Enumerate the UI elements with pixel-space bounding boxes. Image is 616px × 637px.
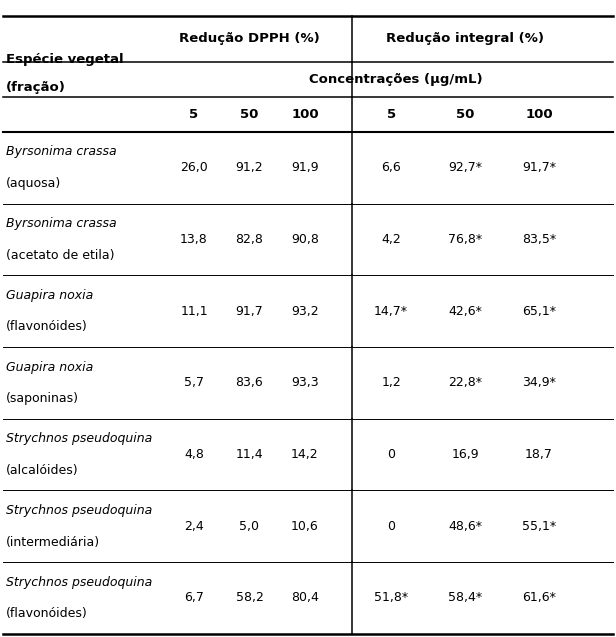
Text: 16,9: 16,9 — [452, 448, 479, 461]
Text: 76,8*: 76,8* — [448, 233, 482, 246]
Text: 6,7: 6,7 — [184, 592, 204, 605]
Text: 5,7: 5,7 — [184, 376, 204, 389]
Text: 82,8: 82,8 — [235, 233, 264, 246]
Text: 91,7: 91,7 — [235, 304, 264, 318]
Text: 91,9: 91,9 — [291, 161, 318, 174]
Text: 50: 50 — [456, 108, 474, 121]
Text: 42,6*: 42,6* — [448, 304, 482, 318]
Text: Espécie vegetal: Espécie vegetal — [6, 54, 124, 66]
Text: 91,7*: 91,7* — [522, 161, 556, 174]
Text: (saponinas): (saponinas) — [6, 392, 79, 405]
Text: Redução DPPH (%): Redução DPPH (%) — [179, 32, 320, 45]
Text: 5: 5 — [190, 108, 198, 121]
Text: 0: 0 — [387, 520, 395, 533]
Text: 0: 0 — [387, 448, 395, 461]
Text: Byrsonima crassa: Byrsonima crassa — [6, 217, 117, 230]
Text: 14,2: 14,2 — [291, 448, 318, 461]
Text: 51,8*: 51,8* — [374, 592, 408, 605]
Text: 92,7*: 92,7* — [448, 161, 482, 174]
Text: 11,1: 11,1 — [180, 304, 208, 318]
Text: Strychnos pseudoquina: Strychnos pseudoquina — [6, 504, 152, 517]
Text: (intermediária): (intermediária) — [6, 536, 100, 548]
Text: 48,6*: 48,6* — [448, 520, 482, 533]
Text: Byrsonima crassa: Byrsonima crassa — [6, 145, 117, 159]
Text: 93,3: 93,3 — [291, 376, 318, 389]
Text: Strychnos pseudoquina: Strychnos pseudoquina — [6, 433, 152, 445]
Text: 26,0: 26,0 — [180, 161, 208, 174]
Text: 1,2: 1,2 — [381, 376, 401, 389]
Text: 18,7: 18,7 — [525, 448, 553, 461]
Text: (flavonóides): (flavonóides) — [6, 607, 88, 620]
Text: 22,8*: 22,8* — [448, 376, 482, 389]
Text: 80,4: 80,4 — [291, 592, 319, 605]
Text: 5: 5 — [387, 108, 395, 121]
Text: (alcalóides): (alcalóides) — [6, 464, 79, 477]
Text: 90,8: 90,8 — [291, 233, 319, 246]
Text: 65,1*: 65,1* — [522, 304, 556, 318]
Text: 6,6: 6,6 — [381, 161, 401, 174]
Text: 55,1*: 55,1* — [522, 520, 556, 533]
Text: 14,7*: 14,7* — [374, 304, 408, 318]
Text: 4,2: 4,2 — [381, 233, 401, 246]
Text: (aquosa): (aquosa) — [6, 177, 62, 190]
Text: 58,2: 58,2 — [235, 592, 264, 605]
Text: 100: 100 — [525, 108, 553, 121]
Text: (acetato de etila): (acetato de etila) — [6, 248, 115, 262]
Text: 100: 100 — [291, 108, 318, 121]
Text: 5,0: 5,0 — [240, 520, 259, 533]
Text: Guapira noxia: Guapira noxia — [6, 361, 94, 373]
Text: 50: 50 — [240, 108, 259, 121]
Text: 34,9*: 34,9* — [522, 376, 556, 389]
Text: 11,4: 11,4 — [236, 448, 263, 461]
Text: 93,2: 93,2 — [291, 304, 318, 318]
Text: 2,4: 2,4 — [184, 520, 204, 533]
Text: (flavonóides): (flavonóides) — [6, 320, 88, 333]
Text: 83,6: 83,6 — [235, 376, 264, 389]
Text: 91,2: 91,2 — [236, 161, 263, 174]
Text: (fração): (fração) — [6, 82, 66, 94]
Text: 58,4*: 58,4* — [448, 592, 482, 605]
Text: Concentrações (μg/mL): Concentrações (μg/mL) — [309, 73, 482, 86]
Text: 13,8: 13,8 — [180, 233, 208, 246]
Text: Redução integral (%): Redução integral (%) — [386, 32, 544, 45]
Text: Strychnos pseudoquina: Strychnos pseudoquina — [6, 576, 152, 589]
Text: 83,5*: 83,5* — [522, 233, 556, 246]
Text: Guapira noxia: Guapira noxia — [6, 289, 94, 302]
Text: 4,8: 4,8 — [184, 448, 204, 461]
Text: 10,6: 10,6 — [291, 520, 319, 533]
Text: 61,6*: 61,6* — [522, 592, 556, 605]
